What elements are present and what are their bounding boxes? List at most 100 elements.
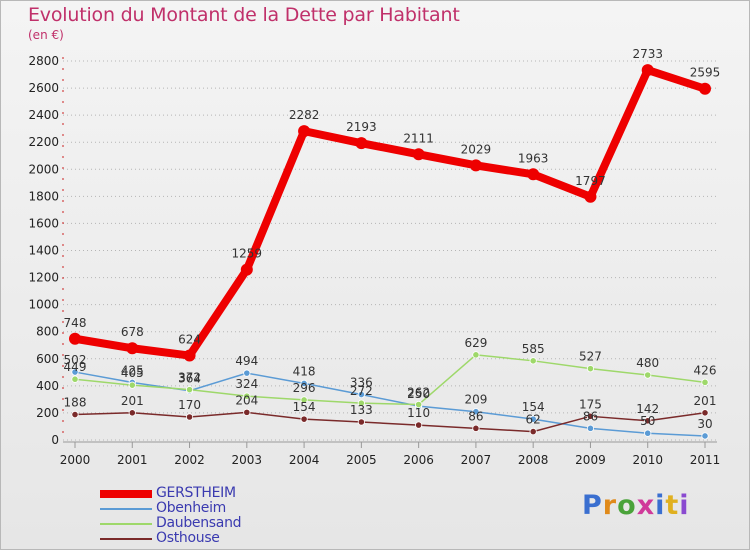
data-label: 425	[121, 363, 144, 377]
data-label: 209	[464, 393, 487, 407]
x-tick-label: 2001	[117, 453, 148, 467]
data-label: 62	[526, 413, 541, 427]
data-point	[529, 415, 537, 423]
data-point	[298, 125, 311, 138]
data-label: 204	[235, 393, 258, 407]
data-point	[355, 137, 368, 150]
y-tick-label: 400	[36, 379, 59, 393]
series-line-gerstheim	[74, 66, 707, 360]
data-point	[300, 415, 308, 423]
legend-label: GERSTHEIM	[156, 485, 236, 501]
y-tick-label: 200	[36, 406, 59, 420]
data-label: 405	[121, 366, 144, 380]
x-tick-label: 2000	[60, 453, 91, 467]
x-tick-label: 2010	[632, 453, 663, 467]
data-point	[300, 396, 308, 404]
data-label: 133	[350, 403, 373, 417]
data-label: 2111	[403, 131, 434, 145]
data-label: 2733	[632, 47, 663, 61]
data-label: 336	[350, 376, 373, 390]
data-point	[644, 429, 652, 437]
data-label: 250	[407, 387, 430, 401]
data-point	[69, 332, 81, 345]
data-label: 154	[522, 400, 545, 414]
data-label: 296	[293, 381, 316, 395]
proxiti-logo: Proxiti	[582, 490, 690, 521]
series-line-daubensand	[74, 354, 706, 406]
x-tick-label: 2007	[461, 453, 492, 467]
data-label: 1963	[518, 151, 549, 165]
data-label: 142	[636, 402, 659, 416]
data-point	[586, 412, 595, 420]
data-label: 678	[121, 325, 144, 339]
data-point	[699, 82, 711, 95]
y-tick-label: 2000	[28, 162, 59, 176]
data-point	[586, 365, 595, 373]
data-label: 480	[636, 356, 659, 370]
data-point	[412, 148, 425, 161]
data-label: 372	[178, 371, 201, 385]
x-tick-label: 2004	[289, 453, 320, 467]
data-label: 2595	[690, 66, 721, 80]
legend-swatch	[100, 490, 152, 498]
data-point	[701, 432, 709, 440]
y-tick-label: 2600	[28, 81, 59, 95]
legend-label: Daubensand	[156, 515, 242, 531]
data-point	[243, 392, 251, 400]
data-point	[185, 386, 194, 394]
data-point	[71, 368, 79, 376]
y-tick-label: 1600	[28, 216, 59, 230]
data-point	[527, 168, 540, 181]
data-point	[641, 64, 654, 77]
x-tick-label: 2008	[518, 453, 549, 467]
data-point	[415, 421, 423, 429]
data-point	[472, 408, 480, 416]
data-point	[128, 409, 136, 417]
data-point	[415, 400, 423, 409]
data-point	[701, 378, 709, 386]
x-tick-label: 2005	[346, 453, 377, 467]
data-point	[126, 342, 139, 355]
y-tick-label: 1000	[28, 298, 59, 312]
data-label: 494	[235, 354, 258, 368]
data-label: 1797	[575, 174, 606, 188]
y-tick-label: 600	[36, 352, 59, 366]
data-label: 272	[350, 384, 373, 398]
y-tick-label: 2400	[28, 108, 59, 122]
series-line-osthouse	[74, 411, 706, 433]
data-point	[357, 390, 365, 399]
y-tick-label: 1200	[28, 271, 59, 285]
data-point	[243, 408, 251, 416]
y-tick-label: 1800	[28, 189, 59, 203]
data-label: 86	[583, 409, 598, 423]
legend-swatch	[100, 523, 152, 525]
data-point	[128, 381, 136, 389]
legend-swatch	[100, 508, 152, 510]
legend-label: Osthouse	[156, 530, 220, 546]
y-tick-label: 0	[51, 433, 59, 447]
data-label: 364	[178, 372, 201, 386]
data-point	[644, 417, 652, 425]
y-tick-label: 2800	[28, 54, 59, 68]
data-point	[357, 418, 365, 426]
data-point	[243, 369, 251, 377]
data-point	[586, 424, 595, 432]
data-label: 585	[522, 342, 545, 356]
data-label: 2029	[461, 142, 492, 156]
data-point	[584, 190, 597, 203]
x-tick-label: 2002	[174, 453, 205, 467]
data-label: 201	[121, 394, 144, 408]
data-point	[472, 351, 480, 359]
data-point	[357, 399, 365, 407]
data-label: 748	[64, 316, 87, 330]
data-point	[185, 413, 194, 421]
chart-subtitle: (en €)	[28, 28, 64, 42]
data-label: 449	[64, 360, 87, 374]
data-point	[71, 410, 79, 419]
data-point	[701, 409, 709, 417]
chart-title: Evolution du Montant de la Dette par Hab…	[28, 4, 460, 26]
data-label: 2282	[289, 108, 320, 122]
data-point	[529, 428, 537, 436]
data-point	[472, 424, 480, 432]
data-label: 262	[407, 386, 430, 400]
